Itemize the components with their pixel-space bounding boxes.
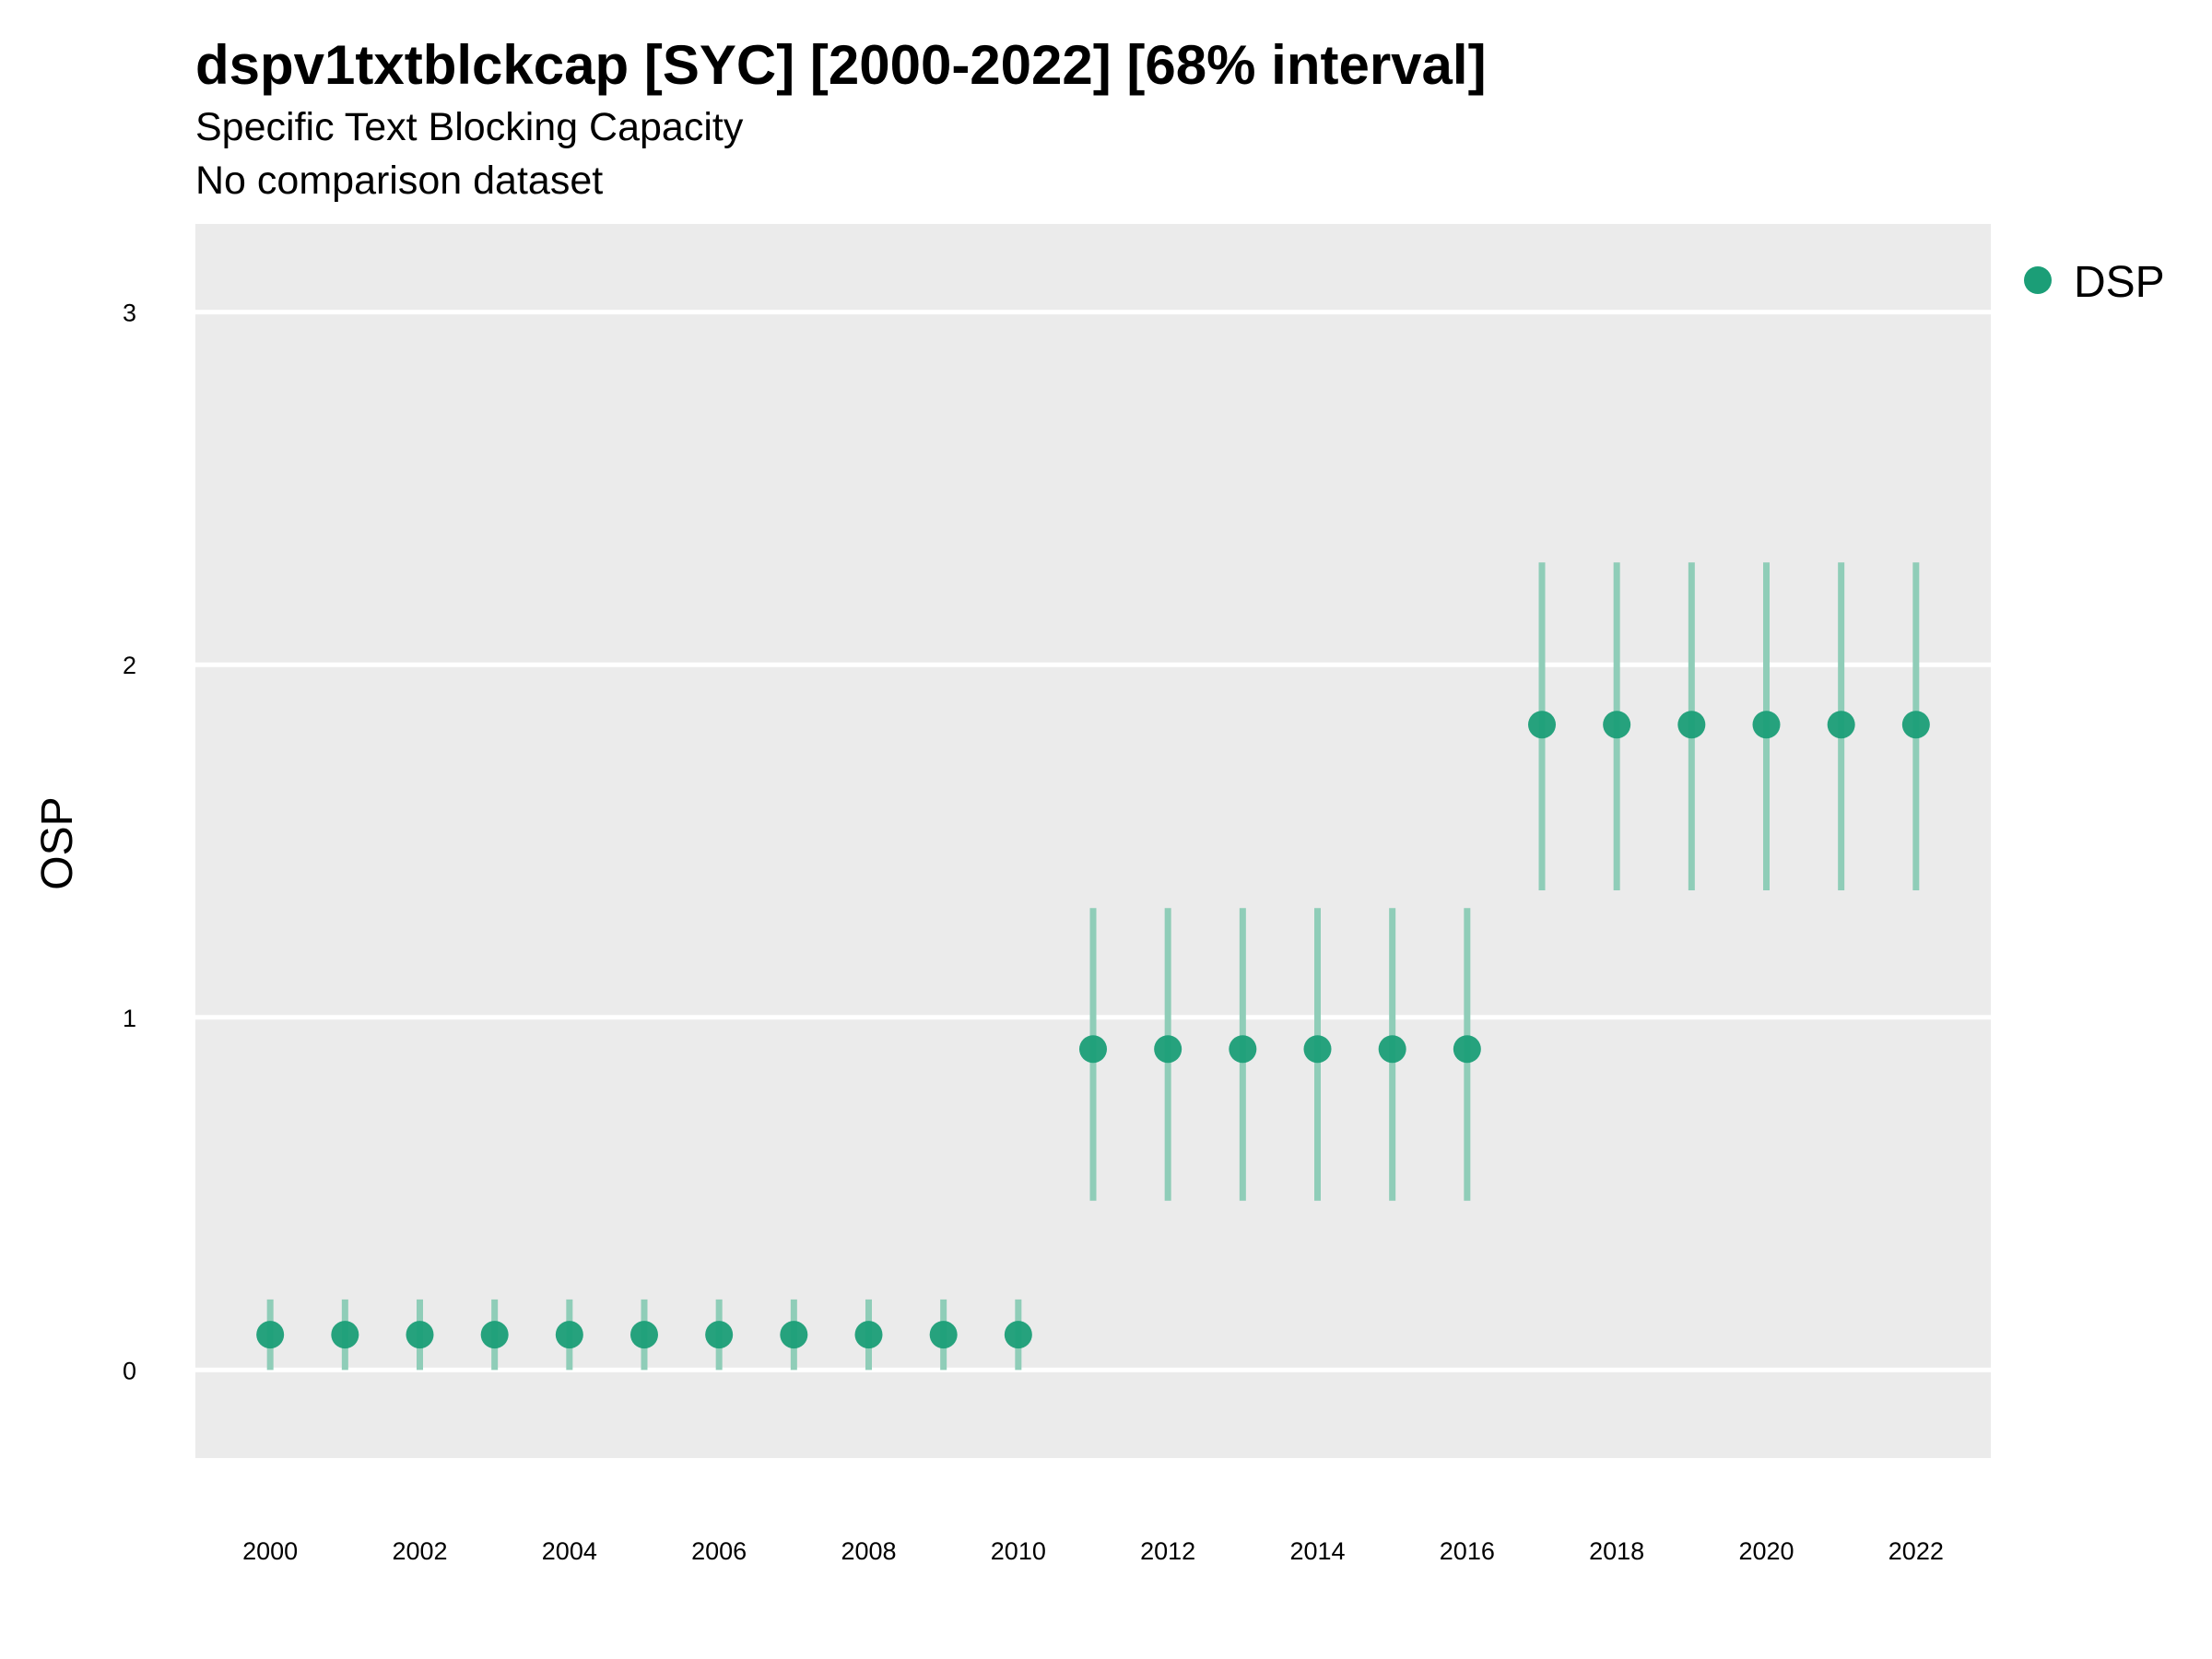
x-tick-label-2004: 2004 <box>542 1537 597 1565</box>
chart-subtitle: Specific Text Blocking Capacity <box>195 105 744 149</box>
y-axis-label: OSP <box>33 796 82 889</box>
x-tick-label-2006: 2006 <box>691 1537 747 1565</box>
point-2001 <box>331 1321 359 1349</box>
x-axis-ticks: 2000 2002 2004 2006 2008 2010 2012 2014 2016 2018… <box>242 1537 1944 1565</box>
point-2019 <box>1677 711 1706 739</box>
x-tick-label-2016: 2016 <box>1440 1537 1495 1565</box>
x-tick-label-2018: 2018 <box>1589 1537 1644 1565</box>
legend-label-dsp: DSP <box>2074 258 2165 307</box>
legend-marker-dsp <box>2024 266 2052 294</box>
point-2004 <box>555 1321 583 1349</box>
point-2003 <box>480 1321 509 1349</box>
point-2007 <box>780 1321 808 1349</box>
x-tick-label-2020: 2020 <box>1738 1537 1794 1565</box>
point-2020 <box>1752 711 1781 739</box>
point-2015 <box>1378 1035 1406 1064</box>
y-tick-label-2: 2 <box>123 652 136 679</box>
y-tick-label-3: 3 <box>123 300 136 327</box>
legend[interactable]: DSP <box>2024 258 2165 307</box>
point-2017 <box>1528 711 1556 739</box>
chart-subtitle-secondary: No comparison dataset <box>195 159 604 203</box>
point-2000 <box>256 1321 285 1349</box>
point-2009 <box>929 1321 958 1349</box>
y-axis-ticks: 0 1 2 3 <box>123 300 136 1385</box>
point-2014 <box>1303 1035 1332 1064</box>
point-2008 <box>854 1321 883 1349</box>
y-tick-label-0: 0 <box>123 1357 136 1384</box>
plot-panel <box>195 224 1991 1458</box>
point-2002 <box>406 1321 434 1349</box>
point-2021 <box>1827 711 1855 739</box>
x-tick-label-2010: 2010 <box>991 1537 1046 1565</box>
point-2010 <box>1004 1321 1032 1349</box>
point-2005 <box>630 1321 658 1349</box>
point-2006 <box>705 1321 734 1349</box>
point-2012 <box>1154 1035 1182 1064</box>
x-tick-label-2002: 2002 <box>392 1537 447 1565</box>
point-2018 <box>1603 711 1631 739</box>
x-tick-label-2008: 2008 <box>841 1537 896 1565</box>
point-2013 <box>1229 1035 1257 1064</box>
chart-title: dspv1txtblckcap [SYC] [2000-2022] [68% i… <box>195 34 1487 96</box>
x-tick-label-2000: 2000 <box>242 1537 298 1565</box>
point-2022 <box>1901 711 1930 739</box>
point-series-dsp <box>256 711 1930 1349</box>
x-tick-label-2014: 2014 <box>1289 1537 1345 1565</box>
point-2011 <box>1079 1035 1107 1064</box>
point-2016 <box>1453 1035 1481 1064</box>
x-tick-label-2022: 2022 <box>1888 1537 1944 1565</box>
y-tick-label-1: 1 <box>123 1005 136 1032</box>
x-tick-label-2012: 2012 <box>1140 1537 1195 1565</box>
